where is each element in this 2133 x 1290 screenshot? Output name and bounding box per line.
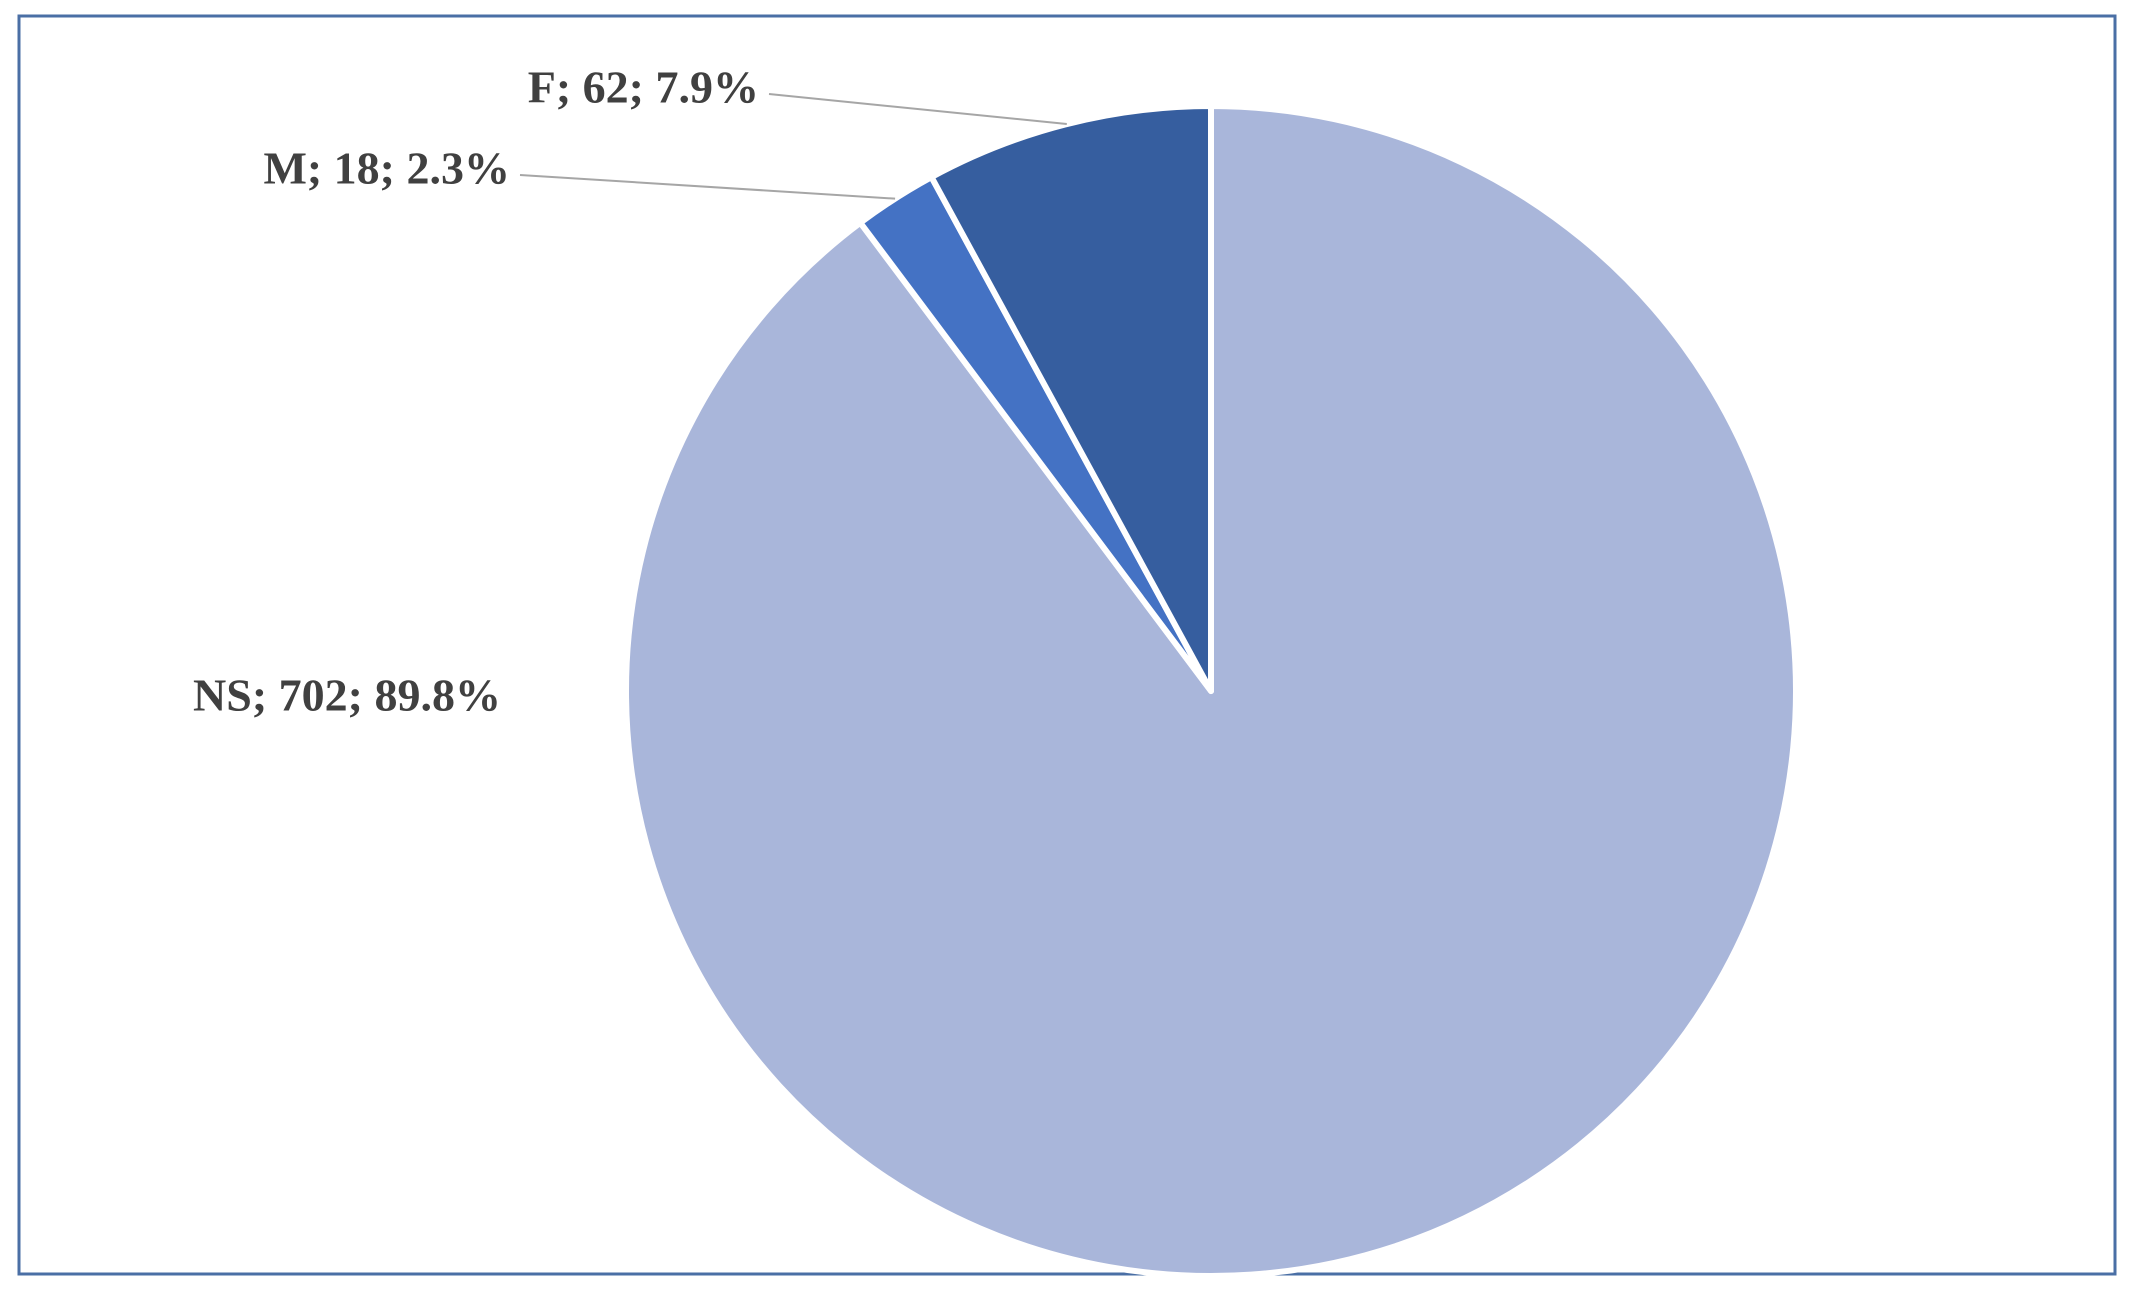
leader-line — [519, 174, 896, 200]
data-label: M; 18; 2.3% — [263, 143, 510, 194]
data-label: NS; 702; 89.8% — [193, 670, 501, 721]
data-label: F; 62; 7.9% — [528, 62, 759, 113]
leader-line — [768, 93, 1067, 126]
pie-slice — [928, 103, 1214, 694]
